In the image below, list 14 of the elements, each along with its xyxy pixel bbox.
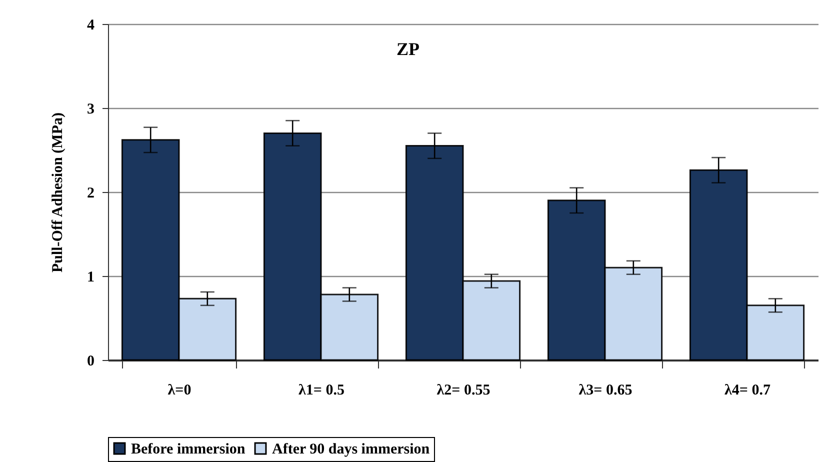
- x-tick-label: λ4= 0.7: [724, 382, 771, 398]
- x-tick-label: λ1= 0.5: [298, 382, 344, 398]
- text: ZP: [396, 39, 420, 59]
- x-tick-label: λ3= 0.65: [578, 382, 632, 398]
- legend-label: After 90 days immersion: [272, 442, 430, 458]
- y-tick-label: 3: [87, 102, 94, 118]
- y-tick-label: 0: [87, 354, 94, 370]
- y-axis-title: Pull-Off Adhesion (MPa): [50, 112, 66, 272]
- y-tick-label: 1: [87, 270, 94, 286]
- legend-label: Before immersion: [131, 442, 246, 458]
- x-tick-label: λ2= 0.55: [436, 382, 490, 398]
- y-tick-label: 4: [87, 18, 95, 34]
- x-tick-label: λ=0: [168, 382, 192, 398]
- y-tick-label: 2: [87, 186, 94, 202]
